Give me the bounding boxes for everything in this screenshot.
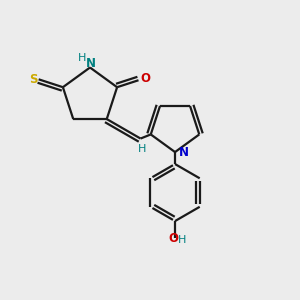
Text: H: H (138, 144, 146, 154)
Text: S: S (29, 73, 38, 86)
Text: H: H (178, 235, 187, 245)
Text: O: O (140, 72, 150, 85)
Text: N: N (85, 57, 96, 70)
Text: H: H (78, 53, 87, 63)
Text: N: N (178, 146, 188, 159)
Text: O: O (169, 232, 178, 245)
